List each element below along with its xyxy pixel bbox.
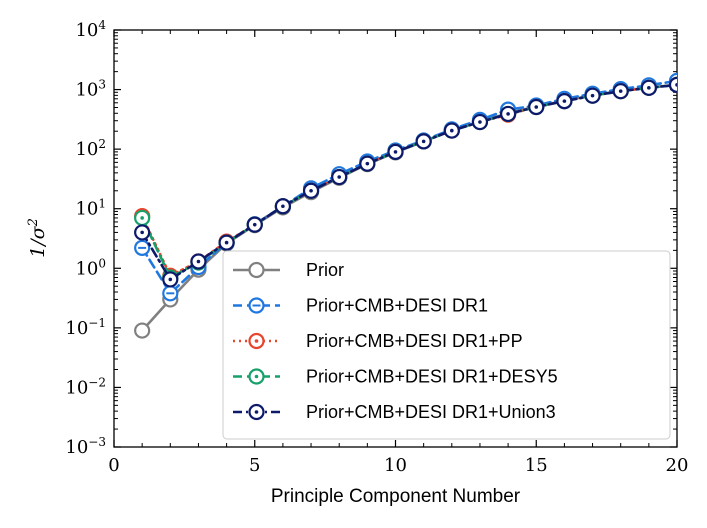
data-point-center bbox=[140, 216, 144, 220]
y-tick-label: 103 bbox=[75, 78, 106, 101]
y-tick-label-base: 10 bbox=[75, 258, 98, 279]
legend-marker-center bbox=[254, 339, 259, 343]
legend-item: Prior+CMB+DESI DR1+DESY5 bbox=[233, 367, 558, 387]
data-point-center bbox=[140, 230, 144, 235]
data-point-center bbox=[421, 139, 426, 144]
data-point-center bbox=[562, 99, 567, 103]
y-axis-label: 1/σ2 bbox=[26, 218, 50, 258]
y-axis-label-sup: 2 bbox=[26, 218, 41, 227]
data-point-center bbox=[337, 175, 342, 179]
y-tick-label-base: 10 bbox=[65, 377, 88, 398]
data-point-center bbox=[393, 150, 398, 154]
legend: Prior Prior+CMB+DESI DR1 Prior+CMB+DESI DR… bbox=[222, 250, 671, 440]
legend-label: Prior+CMB+DESI DR1+PP bbox=[306, 331, 523, 351]
y-tick-label-exp: −2 bbox=[88, 375, 106, 389]
y-tick-label-base: 10 bbox=[75, 20, 98, 41]
y-tick-label-exp: −3 bbox=[88, 435, 106, 449]
y-tick-label: 102 bbox=[75, 137, 106, 160]
legend-item: Prior+CMB+DESI DR1+PP bbox=[233, 331, 523, 351]
data-point-center bbox=[168, 277, 173, 282]
data-point-center bbox=[252, 222, 257, 227]
legend-item: Prior+CMB+DESI DR1 bbox=[233, 296, 488, 316]
data-point-center bbox=[450, 128, 454, 133]
y-tick-label-base: 10 bbox=[75, 139, 98, 160]
x-tick-label: 10 bbox=[384, 455, 407, 476]
legend-marker-center bbox=[254, 410, 259, 414]
data-point-center bbox=[534, 105, 539, 109]
y-tick-label: 101 bbox=[75, 197, 106, 220]
x-tick-label: 20 bbox=[666, 455, 689, 476]
y-tick-label: 104 bbox=[75, 18, 106, 41]
y-tick-label-exp: 0 bbox=[98, 256, 106, 270]
data-point-center bbox=[224, 240, 229, 245]
legend-marker-center bbox=[254, 374, 259, 379]
y-tick-label-exp: 1 bbox=[98, 197, 106, 211]
data-point-center bbox=[309, 188, 313, 193]
x-tick-label: 15 bbox=[525, 455, 548, 476]
legend-marker bbox=[248, 261, 265, 279]
y-tick-label-base: 10 bbox=[65, 318, 88, 339]
data-point-center bbox=[196, 259, 201, 264]
data-point-center bbox=[365, 161, 370, 166]
y-tick-label-base: 10 bbox=[75, 80, 98, 101]
data-point bbox=[668, 76, 677, 93]
data-point-center bbox=[647, 86, 651, 90]
y-tick-label: 100 bbox=[75, 256, 106, 279]
x-axis-label: Principle Component Number bbox=[271, 486, 521, 507]
data-point-center bbox=[618, 89, 623, 93]
legend-item: Prior bbox=[233, 260, 344, 280]
y-tick-label: 10−3 bbox=[65, 435, 106, 458]
legend-label: Prior+CMB+DESI DR1+Union3 bbox=[306, 402, 556, 422]
legend-label: Prior bbox=[306, 260, 344, 280]
y-tick-label: 10−1 bbox=[65, 316, 106, 339]
series-prior-cmb-desi-dr1-union3 bbox=[134, 76, 677, 288]
data-point-center bbox=[506, 112, 510, 116]
data-point-center bbox=[478, 120, 482, 124]
data-point bbox=[134, 322, 151, 339]
y-tick-label-exp: 2 bbox=[98, 137, 106, 151]
data-point-center bbox=[675, 83, 677, 87]
data-point-center bbox=[281, 204, 285, 209]
y-tick-label-base: 10 bbox=[65, 437, 88, 458]
legend-label: Prior+CMB+DESI DR1 bbox=[306, 296, 488, 316]
y-tick-label-exp: 3 bbox=[98, 78, 106, 92]
data-point-center bbox=[590, 93, 595, 98]
x-tick-label: 0 bbox=[108, 455, 119, 476]
y-tick-label: 10−2 bbox=[65, 375, 106, 398]
legend-item: Prior+CMB+DESI DR1+Union3 bbox=[233, 402, 556, 422]
y-tick-label-exp: −1 bbox=[88, 316, 106, 330]
x-tick-label: 5 bbox=[249, 455, 260, 476]
y-axis-label-base: 1/σ bbox=[27, 225, 49, 257]
y-tick-label-exp: 4 bbox=[98, 18, 106, 32]
legend-box bbox=[222, 250, 671, 440]
legend-label: Prior+CMB+DESI DR1+DESY5 bbox=[306, 367, 558, 387]
y-tick-label-base: 10 bbox=[75, 199, 98, 220]
series-layer bbox=[134, 72, 677, 339]
